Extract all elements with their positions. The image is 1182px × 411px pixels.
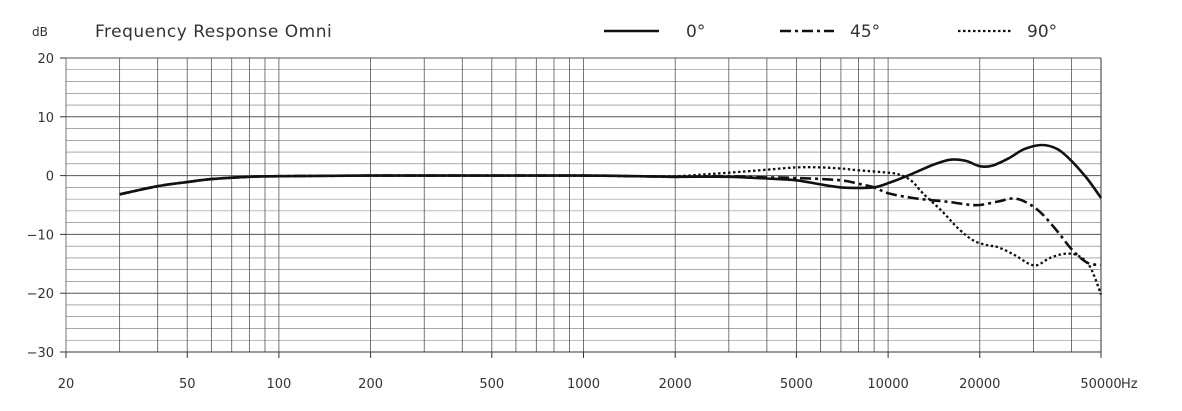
grid <box>65 57 1102 353</box>
axes: −30 −20 −10 0 10 20 20 50 100 200 500 1000 2000 5000 1… <box>27 52 1122 392</box>
x-tick-label: 200 <box>358 377 383 392</box>
series-line-0deg <box>119 143 1103 199</box>
x-tick-label: 5000 <box>780 377 813 392</box>
series-lines <box>119 143 1103 295</box>
y-tick-label: −30 <box>27 346 54 361</box>
x-tick-label: 100 <box>266 377 291 392</box>
x-tick-label: 500 <box>479 377 504 392</box>
y-tick-label: 10 <box>37 111 54 126</box>
y-tick-label: −20 <box>27 287 54 302</box>
x-tick-label: 10000 <box>867 377 908 392</box>
x-tick-label: 20 <box>58 377 75 392</box>
y-tick-label: 0 <box>46 170 54 185</box>
x-tick-label: 20000 <box>959 377 1000 392</box>
x-tick-label: 2000 <box>659 377 692 392</box>
legend-label-90deg: 90° <box>1027 22 1057 42</box>
y-tick-label: 20 <box>37 52 54 67</box>
x-tick-label: 50000 <box>1080 377 1121 392</box>
x-tick-label: 50 <box>179 377 196 392</box>
y-axis-unit: dB <box>32 25 48 39</box>
chart-title: Frequency Response Omni <box>95 22 332 42</box>
y-tick-label: −10 <box>27 228 54 243</box>
legend: 0° 45° 90° <box>604 22 1057 42</box>
series-line-90deg <box>119 166 1103 295</box>
x-tick-label: 1000 <box>567 377 600 392</box>
legend-label-0deg: 0° <box>686 22 705 42</box>
series-line-45deg <box>119 174 1102 267</box>
x-axis-unit: Hz <box>1121 377 1138 392</box>
legend-label-45deg: 45° <box>850 22 880 42</box>
